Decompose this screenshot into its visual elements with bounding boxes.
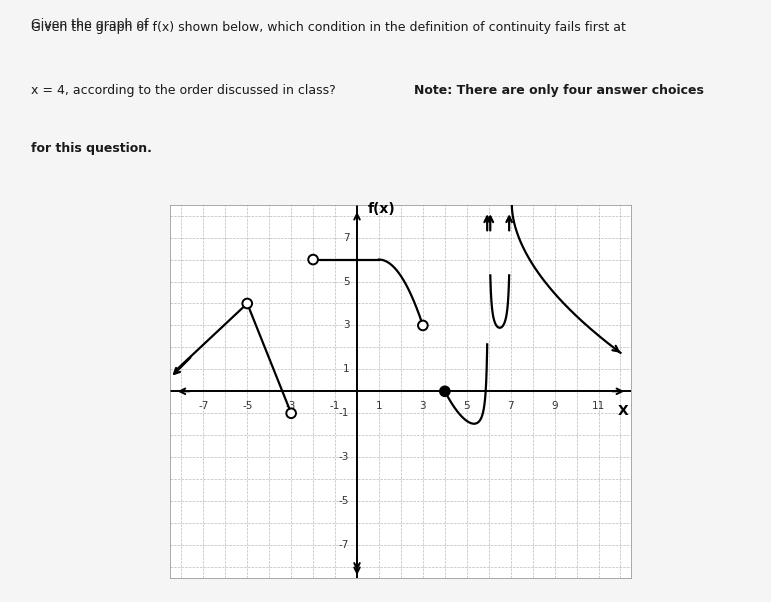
Text: f(x): f(x)	[368, 202, 396, 217]
Text: -5: -5	[242, 401, 252, 411]
Text: 1: 1	[342, 364, 349, 374]
Text: Given the graph of f(x) shown below, which condition in the definition of contin: Given the graph of f(x) shown below, whi…	[31, 21, 626, 34]
Text: -3: -3	[339, 452, 349, 462]
Circle shape	[309, 255, 317, 264]
Text: 1: 1	[375, 401, 382, 411]
Circle shape	[243, 299, 251, 308]
Text: -7: -7	[198, 401, 208, 411]
Text: Note: There are only four answer choices: Note: There are only four answer choices	[415, 84, 705, 98]
Text: Given the graph of: Given the graph of	[31, 18, 153, 31]
Text: -1: -1	[339, 408, 349, 418]
Text: 11: 11	[592, 401, 605, 411]
Circle shape	[287, 409, 295, 417]
Circle shape	[440, 386, 449, 396]
Text: 5: 5	[342, 276, 349, 287]
Text: for this question.: for this question.	[31, 142, 152, 155]
Text: -3: -3	[286, 401, 296, 411]
Text: 7: 7	[342, 232, 349, 243]
Circle shape	[419, 321, 427, 329]
Text: 9: 9	[551, 401, 558, 411]
Text: x = 4, according to the order discussed in class?: x = 4, according to the order discussed …	[31, 84, 344, 98]
Text: -1: -1	[330, 401, 340, 411]
Text: 3: 3	[419, 401, 426, 411]
Text: 5: 5	[463, 401, 470, 411]
Text: 7: 7	[507, 401, 514, 411]
Text: -7: -7	[339, 540, 349, 550]
Text: -5: -5	[339, 496, 349, 506]
Text: 3: 3	[342, 320, 349, 330]
Text: X: X	[618, 405, 628, 418]
